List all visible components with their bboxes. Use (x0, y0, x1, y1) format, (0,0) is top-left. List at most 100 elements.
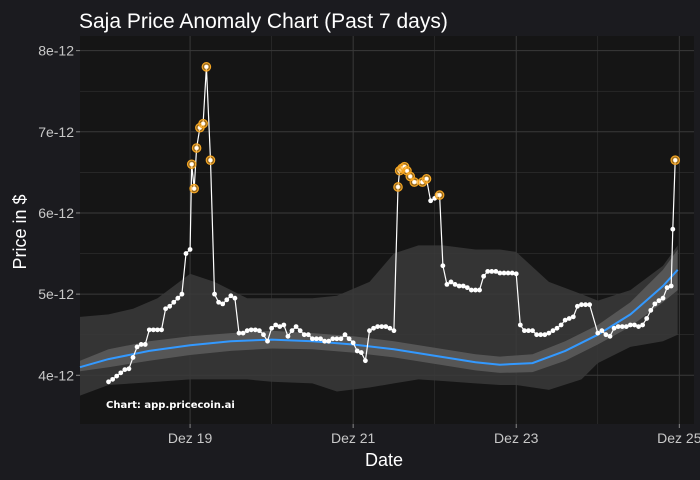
price-point (550, 328, 556, 334)
anomaly-point (192, 186, 196, 191)
price-point (183, 251, 189, 256)
price-point (244, 328, 250, 334)
price-point (644, 316, 650, 321)
x-tick-label: Dez 25 (657, 430, 700, 446)
price-point (106, 379, 111, 385)
price-point (163, 306, 169, 312)
price-point (248, 327, 254, 333)
anomaly-point (408, 174, 413, 179)
price-point (322, 338, 328, 344)
price-point (660, 295, 666, 301)
anomaly-point (424, 177, 429, 181)
price-point (187, 247, 193, 252)
price-point (501, 270, 507, 276)
price-point (155, 327, 160, 333)
price-point (517, 322, 523, 328)
y-tick-label: 7e-12 (38, 124, 74, 140)
price-point (538, 332, 544, 338)
price-point (583, 302, 588, 308)
price-point (452, 281, 458, 287)
price-point (122, 367, 128, 373)
price-point (240, 330, 246, 336)
price-point (428, 198, 434, 204)
price-point (358, 350, 364, 355)
anomaly-point (208, 158, 213, 162)
price-point (448, 279, 454, 285)
anomaly-point (204, 65, 209, 69)
price-point (513, 271, 519, 277)
x-axis-ticks: Dez 19 Dez 21 Dez 23 Dez 25 (168, 424, 700, 446)
anomaly-point (396, 185, 400, 189)
price-point (530, 328, 535, 334)
price-point (611, 325, 617, 331)
price-point (342, 332, 348, 338)
price-point (232, 295, 238, 301)
price-point (558, 322, 564, 328)
price-point (305, 332, 311, 338)
anomaly-point (194, 146, 199, 150)
price-point (493, 268, 499, 274)
price-point (114, 373, 120, 379)
price-point (167, 303, 173, 309)
price-point (664, 285, 670, 291)
price-point (440, 263, 446, 269)
price-point (261, 332, 266, 338)
price-point (468, 287, 474, 293)
price-point (460, 283, 466, 289)
price-point (318, 336, 323, 342)
price-point (477, 287, 482, 293)
price-point (314, 336, 319, 342)
price-point (489, 268, 495, 274)
price-point (579, 302, 584, 308)
price-point (159, 327, 164, 333)
price-point (444, 281, 450, 287)
price-point (607, 333, 613, 339)
price-point (350, 340, 356, 346)
price-point (362, 358, 368, 364)
price-point (640, 322, 646, 328)
price-point (627, 322, 633, 328)
price-point (599, 328, 605, 334)
price-point (652, 301, 658, 307)
x-tick-label: Dez 23 (494, 430, 539, 446)
y-tick-label: 4e-12 (38, 367, 74, 383)
anomaly-point (437, 193, 442, 197)
price-point (269, 325, 275, 331)
price-point (566, 316, 572, 321)
price-point (297, 328, 303, 334)
price-point (656, 298, 662, 304)
y-tick-label: 6e-12 (38, 205, 74, 221)
price-point (142, 342, 148, 347)
price-point (505, 270, 511, 276)
price-point (636, 324, 641, 329)
price-point (289, 328, 295, 334)
y-axis-ticks: 4e-12 5e-12 6e-12 7e-12 8e-12 (38, 43, 80, 383)
price-point (546, 330, 552, 336)
price-point (146, 327, 152, 333)
price-point (375, 324, 381, 329)
price-point (216, 299, 222, 305)
price-point (379, 324, 385, 329)
price-point (562, 317, 568, 323)
price-point (497, 270, 503, 276)
price-point (334, 336, 340, 342)
price-point (252, 327, 258, 333)
price-point (277, 324, 283, 329)
price-point (354, 348, 360, 354)
price-point (228, 293, 234, 299)
price-point (338, 336, 344, 342)
price-point (346, 336, 352, 342)
price-point (293, 324, 299, 329)
price-point (574, 303, 580, 309)
price-point (619, 324, 625, 329)
anomaly-point (412, 180, 417, 184)
price-point (587, 302, 593, 308)
y-tick-label: 5e-12 (38, 286, 74, 302)
price-point (220, 301, 226, 307)
price-point (138, 342, 144, 347)
anomaly-point (405, 168, 409, 173)
price-point (256, 328, 262, 334)
anomaly-point (201, 121, 205, 126)
price-point (387, 325, 393, 331)
